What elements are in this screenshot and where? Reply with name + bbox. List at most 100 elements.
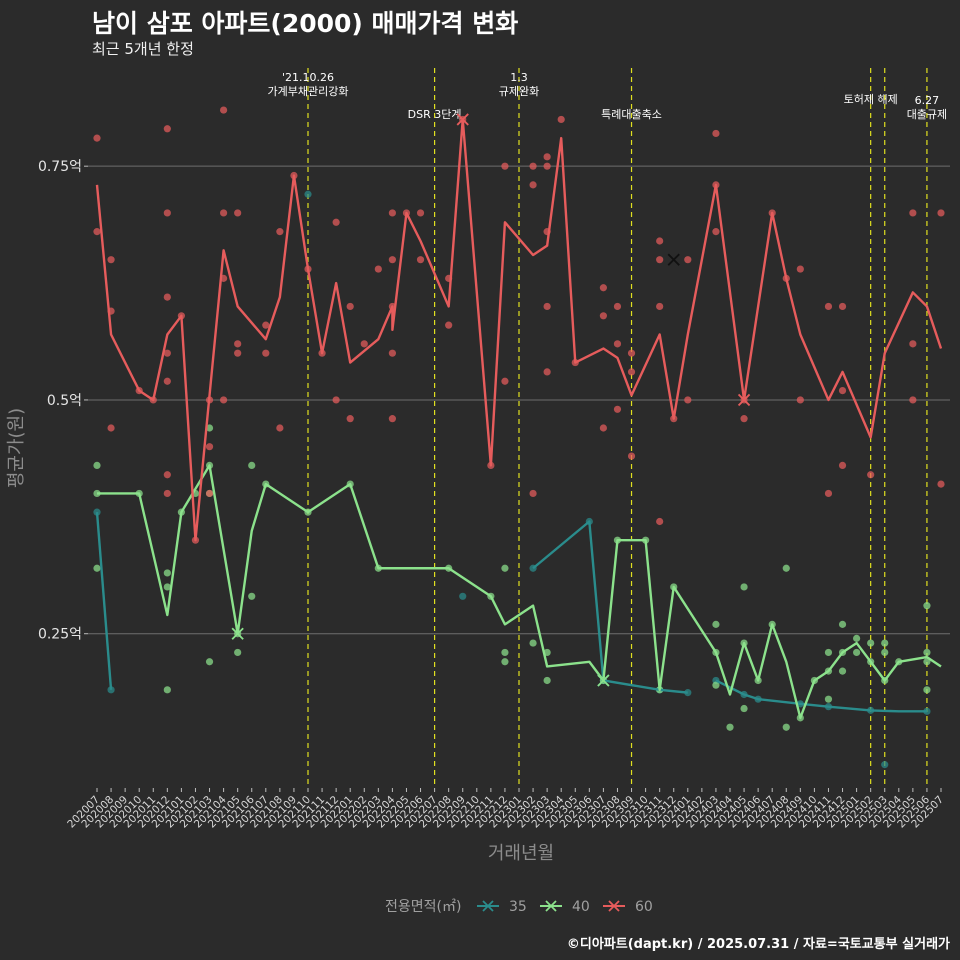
data-point-60 — [388, 256, 396, 264]
data-point-40 — [881, 648, 889, 657]
data-point-60 — [684, 396, 692, 404]
data-point-60 — [262, 349, 270, 357]
legend-x — [608, 900, 620, 912]
chart-subtitle: 최근 5개년 한정 — [92, 40, 194, 58]
data-point-60 — [613, 405, 622, 413]
data-point-40 — [163, 686, 171, 694]
data-point-40 — [867, 639, 875, 647]
data-point-60 — [599, 284, 608, 292]
axes: 0.25억0.5억0.75억20200720200820200920201020… — [38, 159, 946, 830]
data-point-40 — [163, 569, 171, 577]
data-point-60 — [220, 396, 228, 404]
data-point-60 — [163, 377, 171, 385]
data-point-60 — [613, 302, 622, 311]
data-point-60 — [684, 256, 692, 264]
data-point-40 — [923, 658, 931, 666]
data-point-60 — [205, 443, 214, 451]
data-point-60 — [656, 302, 664, 311]
legend-x — [482, 900, 494, 912]
data-point-60 — [796, 265, 804, 273]
y-tick-label: 0.25억 — [38, 627, 82, 643]
series-line-40 — [97, 464, 942, 720]
data-point-60 — [824, 302, 833, 311]
data-point-40 — [726, 723, 734, 731]
data-point-60 — [627, 349, 636, 357]
legend-item-35: 35 — [477, 899, 527, 915]
data-point-60 — [557, 115, 565, 124]
data-point-60 — [163, 349, 171, 357]
data-point-35 — [107, 686, 115, 694]
series-line-60 — [95, 118, 943, 542]
data-point-60 — [360, 340, 368, 348]
data-point-40 — [712, 681, 720, 689]
data-point-40 — [923, 648, 931, 657]
data-point-35 — [881, 761, 889, 769]
x-axis-title: 거래년월 — [488, 843, 554, 864]
legend-title: 전용면적(㎡) — [385, 899, 461, 915]
data-point-60 — [627, 452, 636, 460]
data-point-40 — [93, 461, 101, 470]
data-point-60 — [332, 218, 340, 226]
data-point-60 — [543, 162, 551, 170]
data-point-40 — [529, 639, 537, 647]
x-marker-60 — [667, 253, 680, 266]
event-label: '21.10.26 — [282, 71, 334, 84]
data-point-60 — [220, 106, 228, 114]
data-point-60 — [501, 377, 509, 385]
x-marker-40 — [597, 674, 610, 687]
legend-item-60: 60 — [603, 899, 653, 915]
data-point-60 — [234, 349, 242, 357]
data-point-40 — [838, 667, 847, 675]
data-point-60 — [93, 134, 101, 142]
data-point-40 — [824, 648, 833, 657]
data-point-60 — [388, 209, 396, 217]
data-point-60 — [937, 209, 945, 217]
data-point-60 — [613, 340, 622, 348]
y-axis-title: 평균가(원) — [6, 408, 27, 488]
x-marker-stroke — [597, 674, 610, 687]
data-point-40 — [543, 676, 551, 685]
data-point-40 — [163, 583, 171, 591]
x-marker-60 — [737, 393, 751, 407]
transaction-points — [93, 106, 945, 769]
data-point-60 — [416, 209, 425, 217]
footer-credit: ©디아파트(dapt.kr) / 2025.07.31 / 자료=국토교통부 실… — [566, 937, 950, 952]
legend-label: 40 — [572, 899, 590, 915]
data-point-40 — [881, 639, 889, 647]
data-point-60 — [262, 321, 270, 329]
data-point-60 — [656, 237, 664, 245]
data-point-60 — [107, 424, 115, 432]
data-point-60 — [234, 340, 242, 348]
x-marker-stroke — [667, 253, 680, 266]
data-point-35 — [684, 689, 692, 697]
data-point-60 — [824, 489, 833, 498]
data-point-60 — [656, 256, 664, 264]
data-point-60 — [543, 368, 551, 376]
data-point-60 — [599, 424, 608, 432]
data-point-60 — [388, 415, 396, 423]
data-point-60 — [529, 489, 537, 498]
data-point-40 — [205, 658, 214, 666]
data-point-40 — [923, 602, 931, 610]
data-point-60 — [599, 312, 608, 320]
data-point-40 — [853, 634, 861, 642]
data-point-40 — [853, 648, 861, 657]
data-point-60 — [909, 396, 917, 404]
data-point-35 — [304, 190, 312, 198]
data-point-60 — [740, 415, 748, 423]
x-marker-stroke — [737, 393, 751, 407]
data-point-40 — [923, 686, 931, 694]
legend: 전용면적(㎡) 35 40 60 — [385, 899, 653, 915]
data-point-60 — [529, 162, 537, 170]
x-marker-60 — [456, 113, 469, 126]
data-point-60 — [93, 228, 101, 236]
data-point-60 — [276, 228, 284, 236]
data-point-40 — [501, 648, 509, 657]
data-point-40 — [838, 620, 847, 628]
data-point-60 — [445, 321, 453, 329]
data-point-60 — [712, 228, 720, 236]
data-point-60 — [501, 162, 509, 170]
data-point-35 — [459, 592, 467, 600]
